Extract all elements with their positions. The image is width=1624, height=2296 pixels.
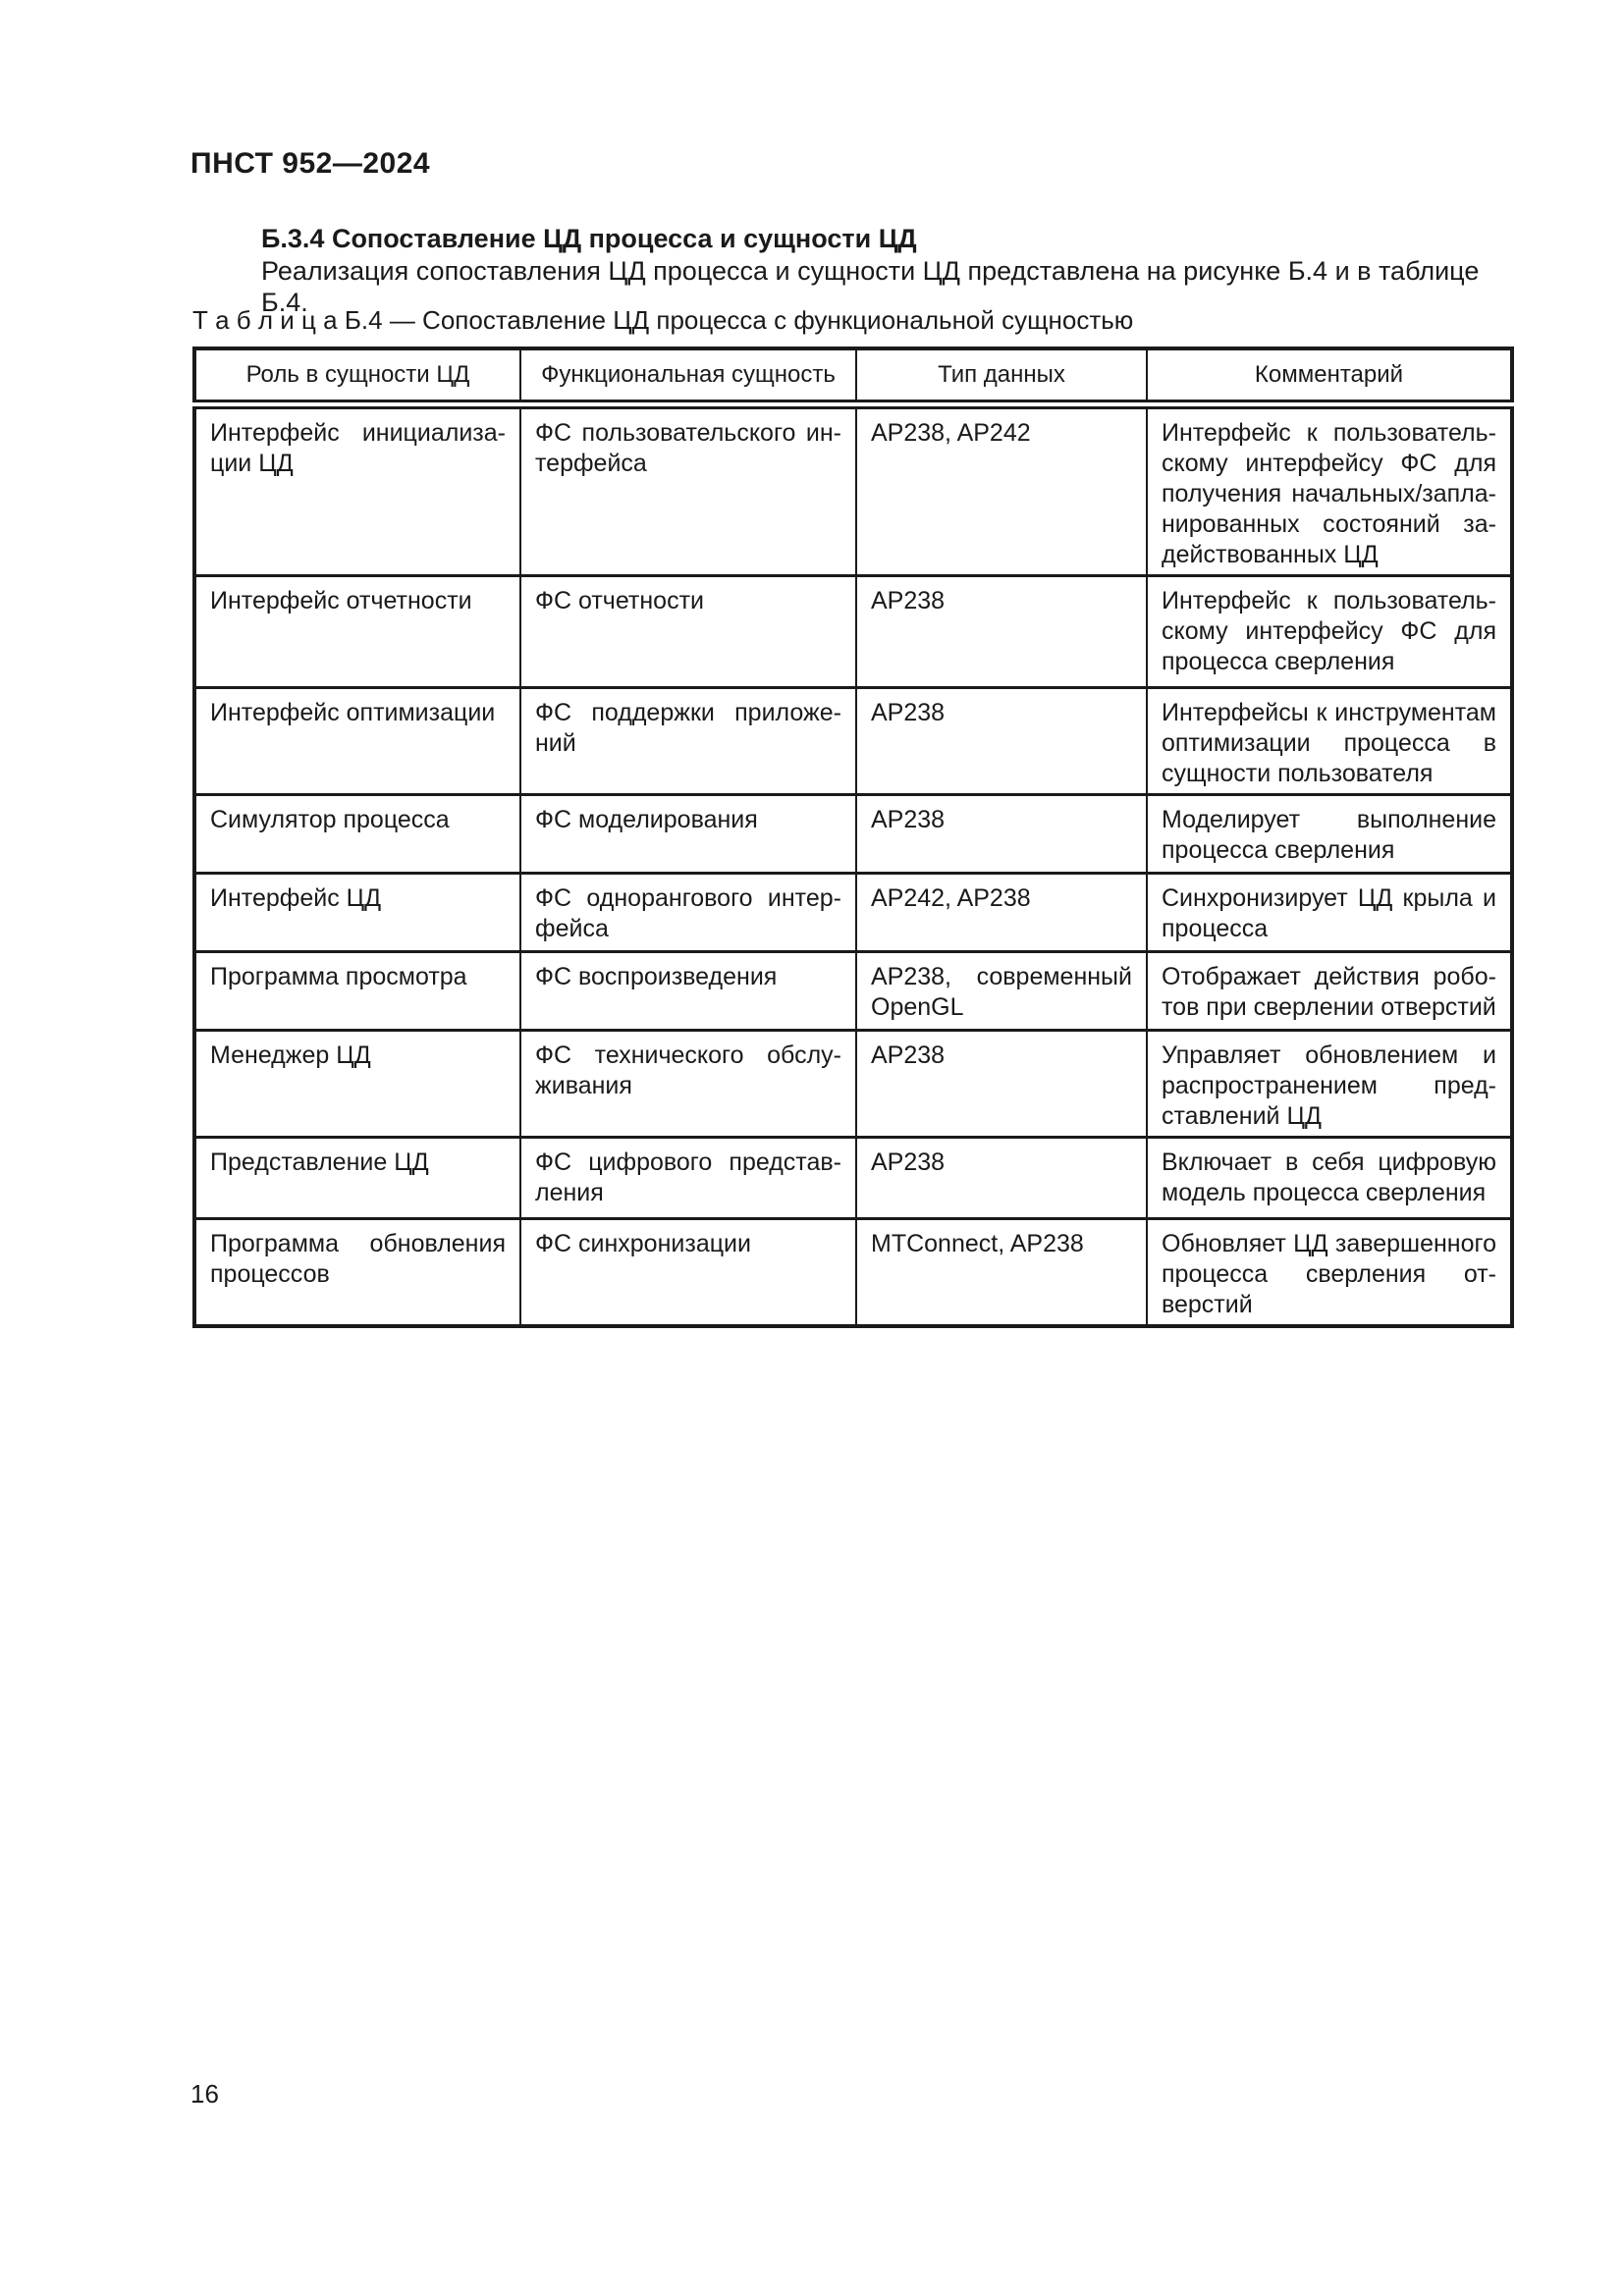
cell-comment: Интерфейсы к инструмен­там оптимизации п… [1146, 686, 1512, 795]
cell-datatype: AP238, современный OpenGL [855, 950, 1147, 1031]
cell-comment: Включает в себя цифровую модель процесса… [1146, 1136, 1512, 1219]
table-row: Симулятор процесса ФС моделирования AP23… [194, 793, 1512, 874]
table-row: Программа просмотра ФС воспроизведения A… [194, 950, 1512, 1031]
cell-comment: Синхронизирует ЦД крыла и процесса [1146, 872, 1512, 952]
cell-datatype: AP238 [855, 1029, 1147, 1138]
table-b4: Роль в сущности ЦД Функциональная сущнос… [192, 347, 1514, 1328]
cell-datatype: AP238 [855, 793, 1147, 874]
cell-entity: ФС однорангового интер­фейса [519, 872, 856, 952]
table-row: Программа обновления процессов ФС синхро… [194, 1217, 1512, 1326]
cell-entity: ФС технического обслу­живания [519, 1029, 856, 1138]
cell-entity: ФС воспроизведения [519, 950, 856, 1031]
cell-role: Интерфейс инициализа­ции ЦД [210, 419, 506, 477]
cell-entity: ФС цифрового представ­ления [519, 1136, 856, 1219]
cell-entity: ФС синхронизации [519, 1217, 856, 1326]
cell-entity: ФС моделирования [519, 793, 856, 874]
cell-datatype: AP238 [855, 1136, 1147, 1219]
cell-datatype: AP238 [855, 574, 1147, 688]
cell-role: Интерфейс оптимизации [194, 686, 520, 795]
running-header: ПНСТ 952—2024 [190, 147, 431, 180]
cell-role: Представление ЦД [194, 1136, 520, 1219]
page-number: 16 [190, 2079, 219, 2109]
cell-entity: ФС пользовательского ин­терфейса [519, 404, 856, 576]
cell-role: Программа просмотра [194, 950, 520, 1031]
cell-comment: Обновляет ЦД завершенно­го процесса свер… [1146, 1217, 1512, 1326]
table-header-row: Роль в сущности ЦД Функциональная сущнос… [194, 348, 1512, 409]
cell-role: Интерфейс ЦД [194, 872, 520, 952]
cell-datatype: AP242, AP238 [855, 872, 1147, 952]
column-header-datatype: Тип данных [855, 348, 1147, 409]
table-row: Интерфейс отчетности ФС отчетности AP238… [194, 574, 1512, 688]
cell-datatype: MTConnect, AP238 [855, 1217, 1147, 1326]
cell-comment: Моделирует выполнение процесса сверления [1146, 793, 1512, 874]
table-row: Представление ЦД ФС цифрового представ­л… [194, 1136, 1512, 1219]
table-row: Менеджер ЦД ФС технического обслу­живани… [194, 1029, 1512, 1138]
table-row: Интерфейс инициализа­ции ЦД ФС пользоват… [194, 404, 1512, 576]
cell-role: Симулятор процесса [194, 793, 520, 874]
section-heading: Б.3.4 Сопоставление ЦД процесса и сущнос… [261, 224, 917, 253]
cell-datatype: AP238 [855, 686, 1147, 795]
cell-comment: Отображает действия робо­тов при сверлен… [1146, 950, 1512, 1031]
section-paragraph: Реализация сопоставления ЦД процесса и с… [261, 256, 1480, 317]
cell-role: Программа обновления процессов [194, 1217, 520, 1326]
table-row: Интерфейс ЦД ФС однорангового интер­фейс… [194, 872, 1512, 952]
cell-comment: Управляет обновлением и распространением… [1146, 1029, 1512, 1138]
cell-role: Интерфейс отчетности [194, 574, 520, 688]
cell-entity: ФС поддержки приложе­ний [519, 686, 856, 795]
cell-entity: ФС отчетности [519, 574, 856, 688]
table-row: Интерфейс оптимизации ФС поддержки прило… [194, 686, 1512, 795]
column-header-role: Роль в сущности ЦД [194, 348, 520, 409]
column-header-comment: Комментарий [1146, 348, 1512, 409]
cell-datatype: AP238, AP242 [855, 404, 1147, 576]
cell-comment: Интерфейс к пользователь­скому интерфейс… [1146, 404, 1512, 576]
column-header-entity: Функциональная сущность [519, 348, 856, 409]
cell-role: Менеджер ЦД [194, 1029, 520, 1138]
cell-comment: Интерфейс к пользователь­скому интерфейс… [1146, 574, 1512, 688]
table-caption: Т а б л и ц а Б.4 — Сопоставление ЦД про… [192, 305, 1134, 335]
